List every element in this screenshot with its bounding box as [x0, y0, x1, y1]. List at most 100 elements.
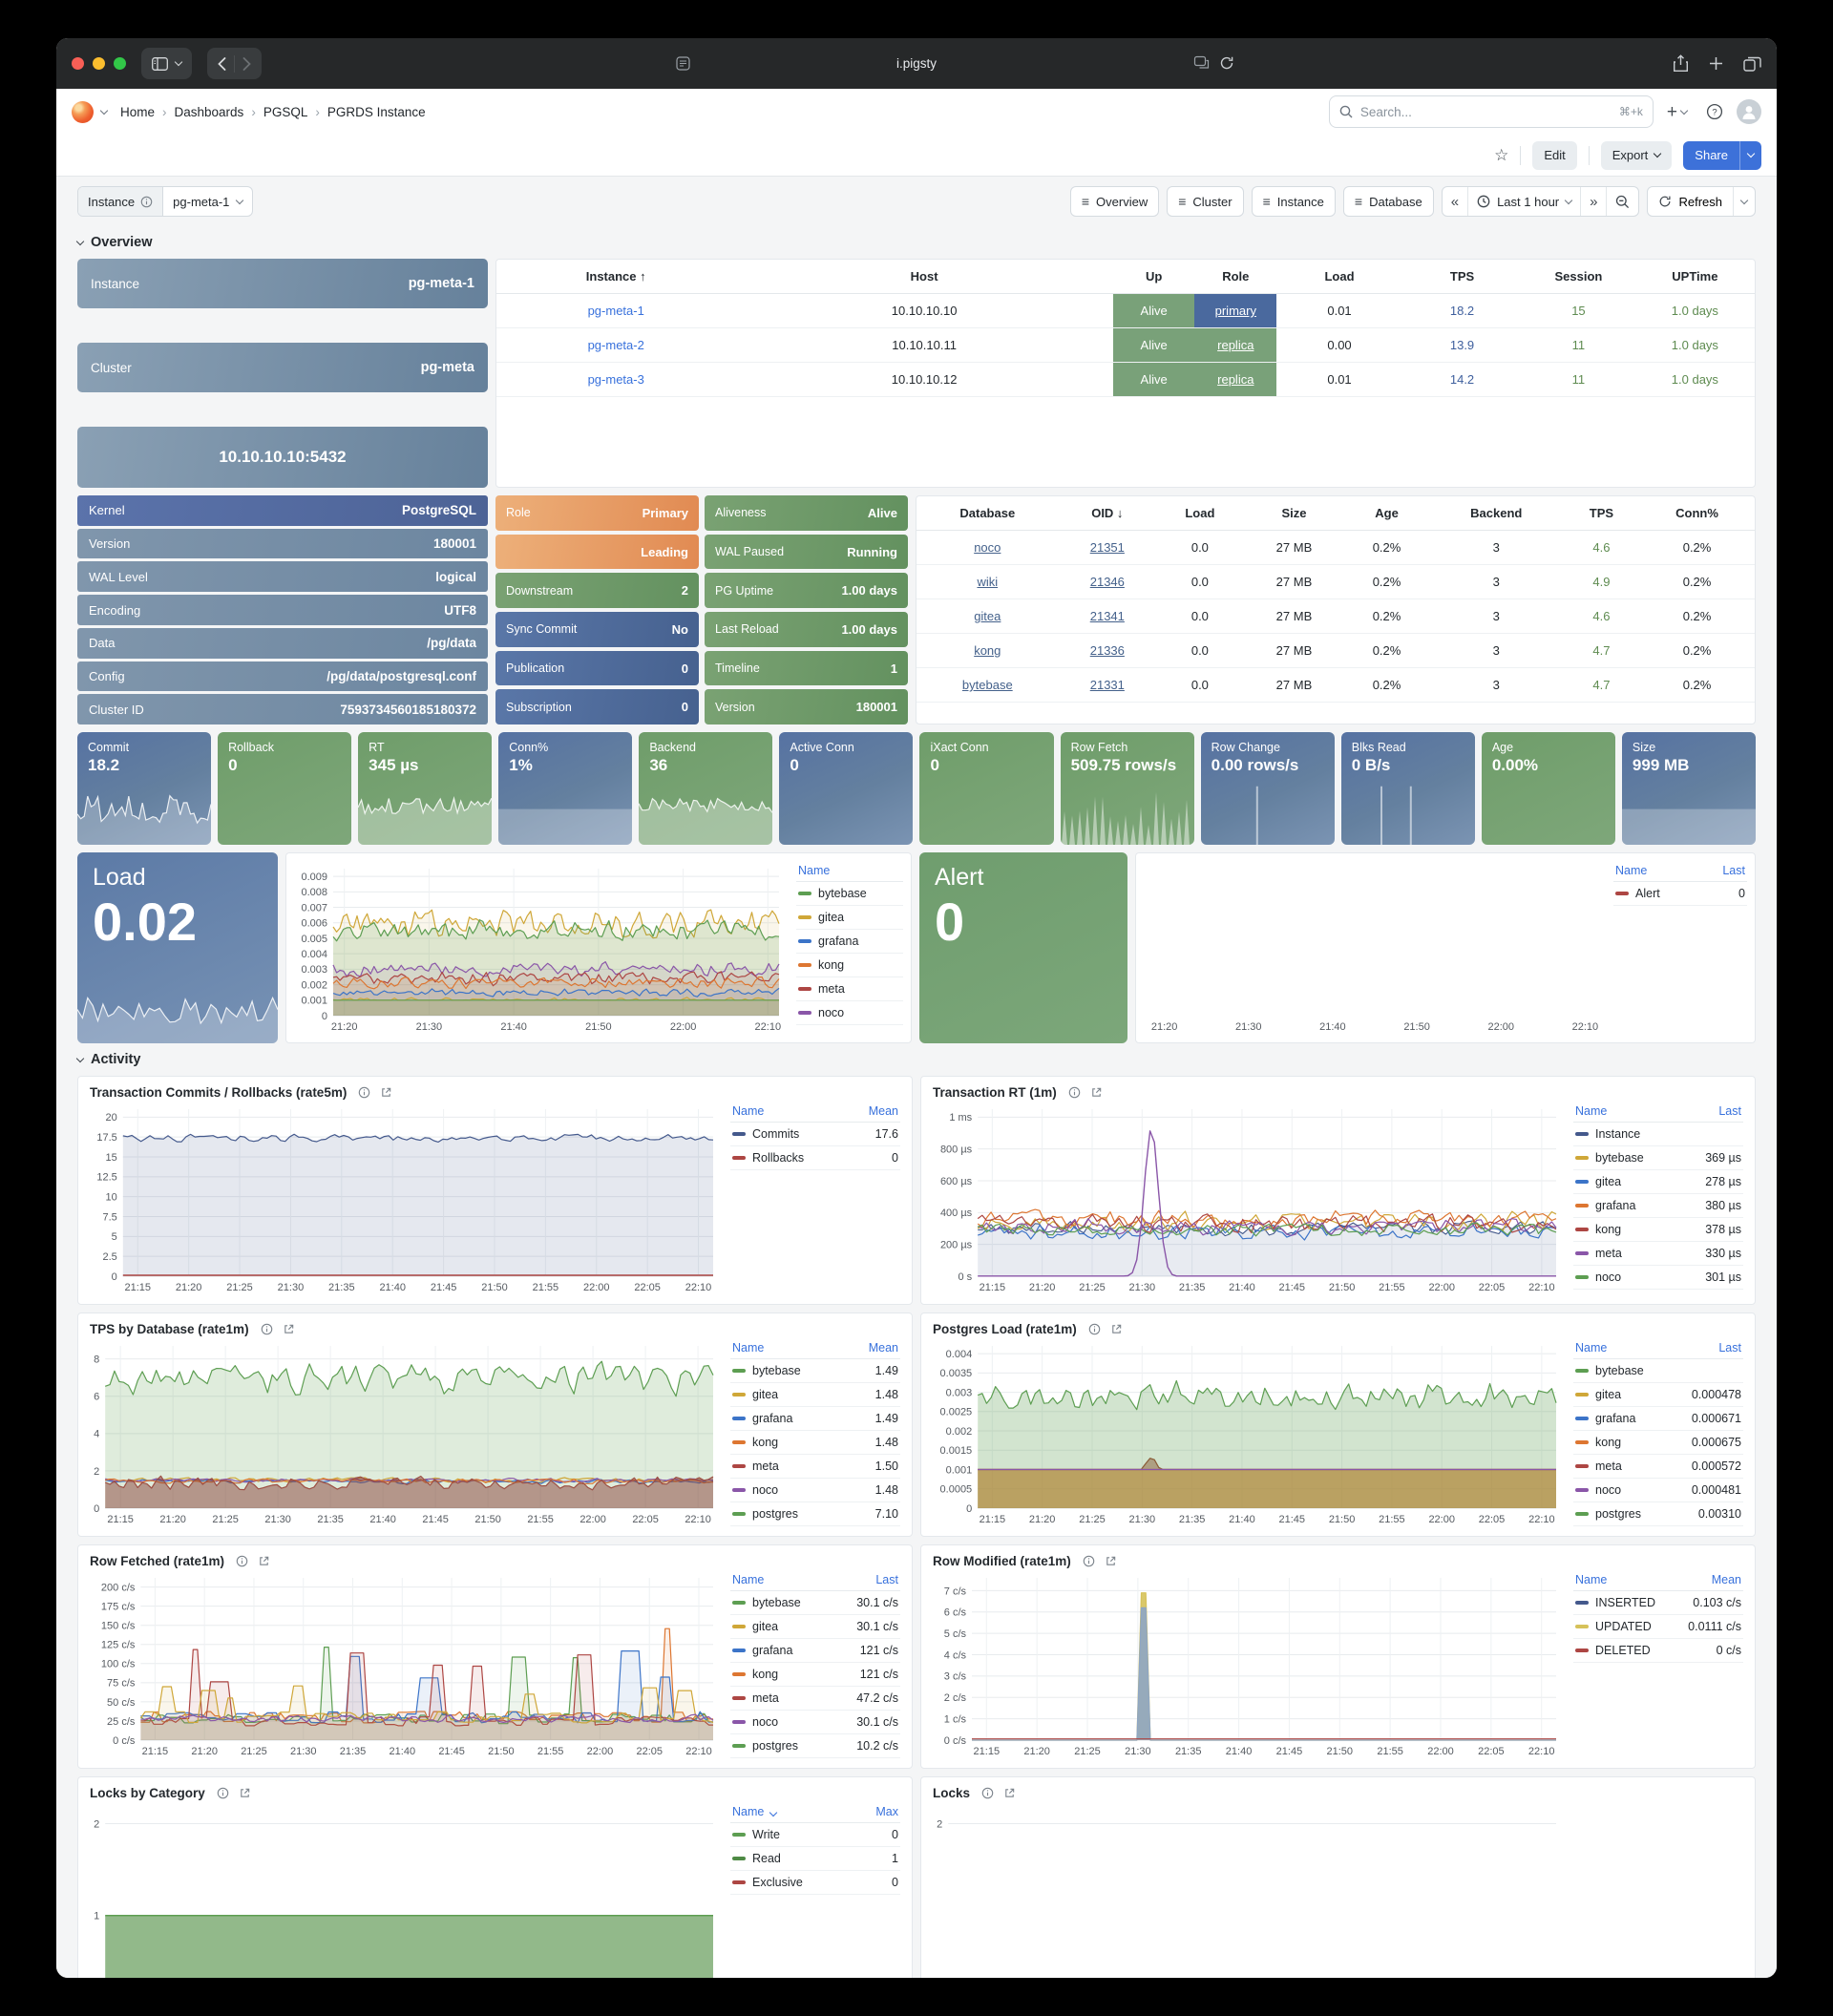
chart-row_fetched[interactable]: 200 c/s 175 c/s 150 c/s 125 c/s 100 c/s 75 c/…: [90, 1570, 721, 1759]
database-link[interactable]: gitea: [974, 609, 1001, 623]
add-menu-button[interactable]: +: [1661, 103, 1693, 121]
role-link[interactable]: replica: [1217, 372, 1254, 387]
oid-link[interactable]: 21351: [1089, 540, 1125, 555]
tab-overview-icon[interactable]: [1743, 56, 1761, 72]
legend-item[interactable]: gitea 1.48: [730, 1383, 900, 1407]
oid-link[interactable]: 21336: [1089, 643, 1125, 658]
legend-item[interactable]: Instance: [1573, 1123, 1743, 1146]
legend-col-value[interactable]: Last: [1718, 1104, 1741, 1118]
panel-title[interactable]: Transaction Commits / Rollbacks (rate5m): [90, 1085, 348, 1100]
dashboard-link-overview[interactable]: ≡ Overview: [1069, 186, 1160, 217]
legend-col-name[interactable]: Name: [732, 1805, 778, 1818]
dashboard-link-instance[interactable]: ≡ Instance: [1251, 186, 1336, 217]
legend-item[interactable]: Read 1: [730, 1847, 900, 1871]
column-header[interactable]: Up: [1112, 260, 1195, 294]
breadcrumb-item[interactable]: Dashboards: [174, 104, 244, 119]
panel-title[interactable]: Row Modified (rate1m): [933, 1554, 1071, 1568]
column-header[interactable]: Load: [1156, 496, 1244, 531]
instance-stat-tile[interactable]: Instance pg-meta-1: [77, 259, 488, 308]
export-button[interactable]: Export: [1600, 140, 1673, 170]
favorite-star-icon[interactable]: ☆: [1494, 145, 1509, 164]
legend-item[interactable]: noco: [796, 1001, 903, 1025]
share-button[interactable]: Share: [1683, 140, 1761, 170]
dashboard-link-cluster[interactable]: ≡ Cluster: [1167, 186, 1244, 217]
oid-link[interactable]: 21346: [1089, 575, 1125, 589]
status-tile[interactable]: Publication 0: [495, 650, 699, 686]
reader-icon[interactable]: [676, 56, 690, 71]
instance-link[interactable]: pg-meta-3: [587, 372, 644, 387]
info-icon[interactable]: [1083, 1555, 1095, 1567]
legend-item[interactable]: grafana 121 c/s: [730, 1639, 900, 1663]
legend-col-value[interactable]: Max: [875, 1805, 898, 1818]
panel-title[interactable]: TPS by Database (rate1m): [90, 1322, 249, 1336]
time-shift-back-button[interactable]: «: [1450, 193, 1460, 210]
database-link[interactable]: noco: [974, 540, 1001, 555]
legend-item[interactable]: gitea 0.000478: [1573, 1383, 1743, 1407]
time-zoom-out-button[interactable]: [1606, 187, 1638, 216]
panel-title[interactable]: Locks by Category: [90, 1786, 205, 1800]
legend-col-name[interactable]: Name: [1575, 1573, 1608, 1586]
external-link-icon[interactable]: [239, 1787, 251, 1799]
search-input[interactable]: [1359, 104, 1612, 119]
info-icon[interactable]: [981, 1787, 994, 1799]
legend-item[interactable]: bytebase: [796, 882, 903, 906]
column-header[interactable]: Host: [735, 260, 1113, 294]
legend-item[interactable]: grafana 0.000671: [1573, 1407, 1743, 1431]
legend-item[interactable]: gitea 30.1 c/s: [730, 1615, 900, 1639]
legend-item[interactable]: kong 0.000675: [1573, 1431, 1743, 1455]
legend-item[interactable]: meta 330 µs: [1573, 1242, 1743, 1266]
column-header[interactable]: Size: [1243, 496, 1345, 531]
share-menu-button[interactable]: [1739, 140, 1761, 170]
legend-item[interactable]: kong 1.48: [730, 1431, 900, 1455]
info-icon[interactable]: [1088, 1323, 1101, 1335]
legend-item[interactable]: noco 0.000481: [1573, 1479, 1743, 1502]
info-icon[interactable]: [261, 1323, 273, 1335]
stat-tile-backend[interactable]: Backend 36: [639, 732, 773, 845]
status-tile[interactable]: Timeline 1: [705, 650, 908, 686]
legend-item[interactable]: noco 1.48: [730, 1479, 900, 1502]
help-button[interactable]: ?: [1700, 103, 1729, 120]
share-icon[interactable]: [1673, 54, 1689, 73]
stat-tile-row-fetch[interactable]: Row Fetch 509.75 rows/s: [1060, 732, 1194, 845]
legend-col-name[interactable]: Name: [732, 1573, 765, 1586]
legend-item[interactable]: kong 121 c/s: [730, 1663, 900, 1687]
status-tile[interactable]: PG Uptime 1.00 days: [705, 573, 908, 609]
info-icon[interactable]: [217, 1787, 229, 1799]
refresh-interval-button[interactable]: [1733, 187, 1755, 216]
legend-col-value[interactable]: Mean: [1711, 1573, 1741, 1586]
status-tile[interactable]: Sync Commit No: [495, 612, 699, 647]
info-icon[interactable]: [358, 1086, 370, 1099]
column-header[interactable]: TPS: [1401, 260, 1523, 294]
legend-item[interactable]: grafana: [796, 930, 903, 954]
column-header[interactable]: Instance ↑: [496, 260, 736, 294]
legend-item[interactable]: Rollbacks 0: [730, 1146, 900, 1170]
dashboard-link-database[interactable]: ≡ Database: [1342, 186, 1434, 217]
status-tile[interactable]: Subscription 0: [495, 689, 699, 725]
load-chart[interactable]: 0.009 0.008 0.007 0.006 0.005 0.004 0.003 0.002…: [294, 861, 787, 1035]
external-link-icon[interactable]: [283, 1323, 295, 1335]
new-tab-icon[interactable]: [1708, 55, 1724, 72]
legend-col-name[interactable]: Name: [732, 1104, 765, 1118]
grafana-logo-icon[interactable]: [72, 100, 94, 123]
column-header[interactable]: OID ↓: [1058, 496, 1157, 531]
instance-link[interactable]: pg-meta-2: [587, 338, 644, 352]
legend-item[interactable]: UPDATED 0.0111 c/s: [1573, 1615, 1743, 1639]
legend-item[interactable]: bytebase 369 µs: [1573, 1146, 1743, 1170]
stat-tile-rollback[interactable]: Rollback 0: [218, 732, 352, 845]
minimize-window-button[interactable]: [93, 57, 105, 70]
status-tile[interactable]: Role Primary: [495, 495, 699, 531]
legend-col-value[interactable]: Last: [1722, 864, 1745, 877]
search-box[interactable]: ⌘+k: [1328, 95, 1654, 128]
legend-item[interactable]: Exclusive 0: [730, 1871, 900, 1895]
breadcrumb-item[interactable]: Home: [120, 104, 156, 119]
section-activity[interactable]: Activity: [75, 1043, 1756, 1076]
legend-item[interactable]: postgres 0.00310: [1573, 1502, 1743, 1526]
instance-variable-select[interactable]: Instance pg-meta-1: [77, 186, 254, 217]
legend-item[interactable]: noco 30.1 c/s: [730, 1711, 900, 1734]
status-tile[interactable]: Last Reload 1.00 days: [705, 612, 908, 647]
legend-item[interactable]: grafana 380 µs: [1573, 1194, 1743, 1218]
address-stat-tile[interactable]: 10.10.10.10:5432: [77, 427, 488, 488]
legend-col-value[interactable]: Mean: [868, 1104, 898, 1118]
column-header[interactable]: Database: [916, 496, 1059, 531]
